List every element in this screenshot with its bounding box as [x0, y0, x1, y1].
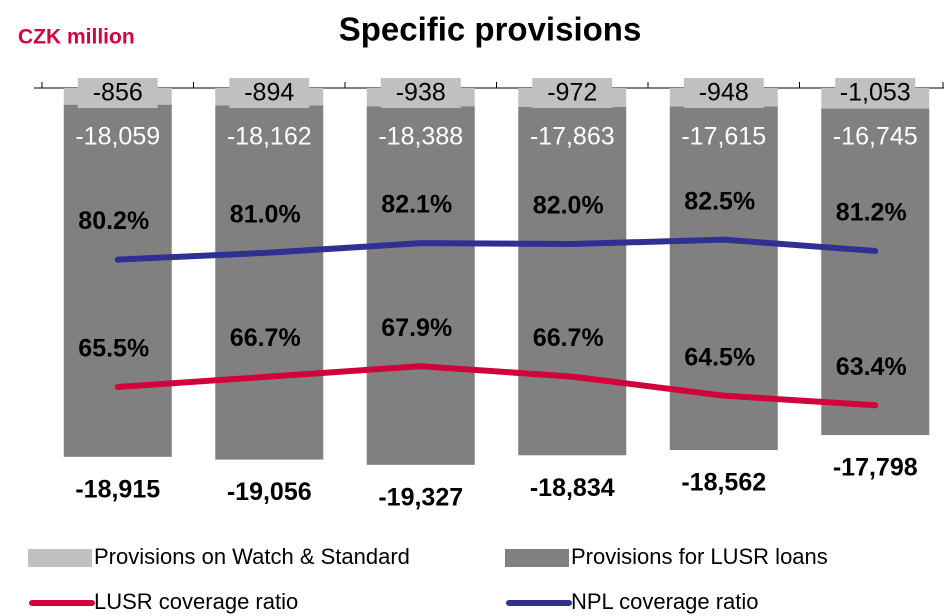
total-label: -19,056 — [227, 478, 312, 506]
total-label: -18,834 — [530, 474, 615, 502]
data-label: 66.7% — [230, 324, 301, 352]
data-label: 82.1% — [381, 191, 452, 219]
label-box — [229, 78, 310, 108]
label-box — [683, 78, 764, 108]
data-label: 67.9% — [381, 314, 452, 342]
bar — [821, 108, 930, 436]
data-label: 82.5% — [684, 187, 755, 215]
chart-subtitle: CZK million — [18, 26, 135, 49]
total-label: -18,562 — [681, 469, 766, 497]
bar — [518, 106, 627, 456]
data-label: 63.4% — [836, 353, 907, 381]
data-label: -938 — [396, 79, 446, 107]
legend-label: LUSR coverage ratio — [94, 589, 298, 614]
data-label: -856 — [93, 79, 143, 107]
data-label: 65.5% — [78, 335, 149, 363]
legend-label: Provisions on Watch & Standard — [94, 544, 410, 569]
data-label: 82.0% — [533, 192, 604, 220]
legend-label: Provisions for LUSR loans — [571, 544, 828, 569]
total-label: -17,798 — [833, 454, 918, 482]
legend-swatch — [28, 549, 92, 567]
legend-label: NPL coverage ratio — [571, 589, 759, 614]
data-label: -17,863 — [530, 123, 615, 151]
line-series — [114, 363, 879, 409]
data-label: -16,745 — [833, 123, 918, 151]
line-series — [114, 236, 879, 263]
bar — [366, 106, 475, 465]
data-label: 64.5% — [684, 343, 755, 371]
total-label: -18,915 — [75, 475, 160, 503]
data-label: -18,162 — [227, 123, 312, 151]
chart-title: Specific provisions — [339, 11, 642, 48]
data-label: -18,388 — [378, 123, 463, 151]
bar — [63, 104, 172, 457]
data-label: -18,059 — [75, 123, 160, 151]
data-label: -972 — [547, 79, 597, 107]
legend-swatch — [505, 549, 569, 567]
label-box — [380, 78, 461, 108]
label-box — [532, 78, 613, 108]
label-box — [77, 78, 158, 108]
data-label: -894 — [244, 79, 294, 107]
data-label: 81.0% — [230, 200, 301, 228]
bar — [215, 105, 324, 460]
data-label: -1,053 — [840, 79, 911, 107]
data-label: -948 — [699, 79, 749, 107]
data-label: 81.2% — [836, 199, 907, 227]
data-label: -17,615 — [681, 123, 766, 151]
label-box — [835, 78, 916, 108]
data-label: 66.7% — [533, 324, 604, 352]
total-label: -19,327 — [378, 483, 463, 511]
data-label: 80.2% — [78, 207, 149, 235]
